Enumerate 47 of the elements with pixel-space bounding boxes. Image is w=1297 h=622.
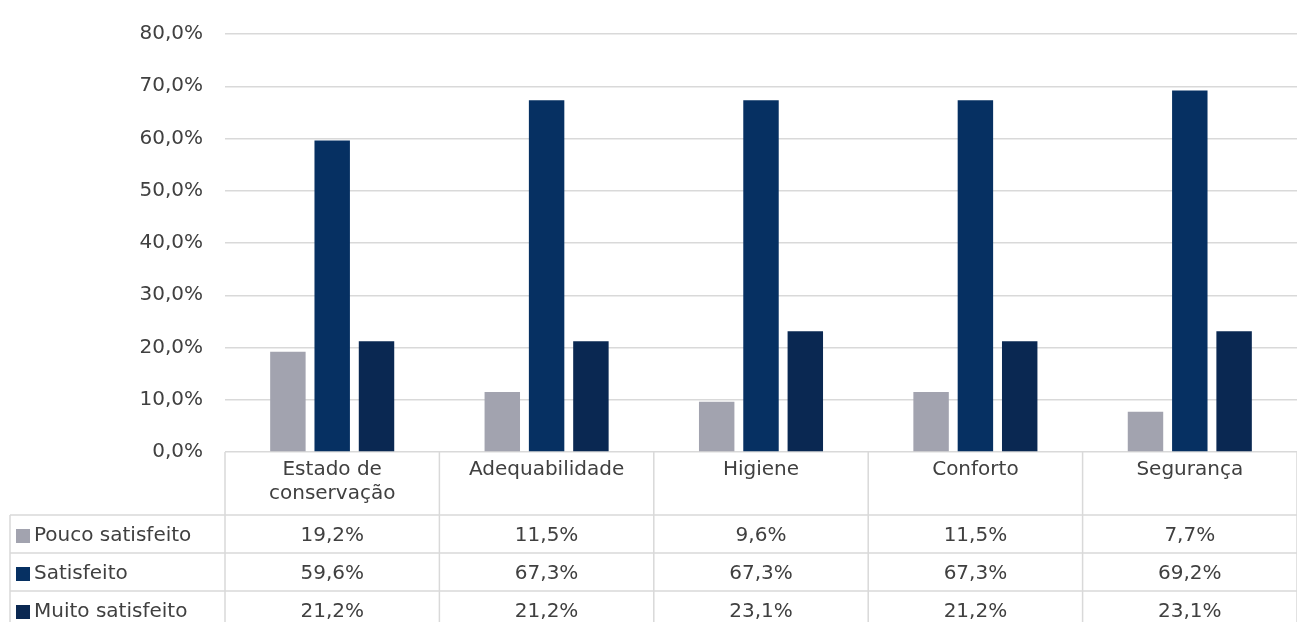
data-label: 23,1% [729, 598, 793, 622]
bar [1127, 411, 1164, 452]
data-label: 19,2% [300, 522, 364, 547]
bar [957, 100, 994, 452]
data-label: 23,1% [1158, 598, 1222, 622]
y-tick-label: 20,0% [139, 333, 203, 358]
data-label: 11,5% [514, 522, 579, 547]
data-label: 21,2% [943, 598, 1008, 622]
bar [743, 100, 779, 452]
bar [698, 401, 735, 452]
y-tick-label: 0,0% [152, 438, 203, 463]
data-label: 9,6% [735, 522, 787, 547]
data-label: 21,2% [514, 598, 579, 622]
x-tick-label: Conforto [932, 456, 1019, 481]
bar [484, 391, 521, 452]
x-tick-label: Segurança [1136, 456, 1244, 481]
data-label: 59,6% [300, 560, 364, 585]
legend-label: Pouco satisfeito [34, 522, 192, 547]
bar [1216, 331, 1252, 452]
bar [270, 351, 306, 452]
legend-label: Muito satisfeito [34, 598, 188, 622]
bar [787, 331, 824, 452]
y-tick-label: 70,0% [139, 72, 203, 97]
data-label: 67,3% [514, 560, 579, 585]
legend-label: Satisfeito [34, 560, 128, 585]
y-tick-label: 50,0% [139, 176, 203, 201]
data-label: 67,3% [729, 560, 793, 585]
x-tick-label: Adequabilidade [468, 456, 625, 481]
data-label: 69,2% [1158, 560, 1222, 585]
data-label: 7,7% [1164, 522, 1216, 547]
data-label: 11,5% [943, 522, 1008, 547]
x-tick-label: Higiene [722, 456, 800, 481]
y-tick-label: 60,0% [139, 124, 203, 149]
y-tick-label: 80,0% [139, 20, 203, 45]
y-tick-label: 40,0% [139, 229, 203, 254]
bar [913, 391, 949, 452]
bar [573, 341, 609, 452]
y-tick-label: 30,0% [139, 281, 203, 306]
bar [1001, 341, 1038, 452]
y-tick-label: 10,0% [139, 385, 203, 410]
bar [314, 140, 350, 452]
bar [528, 100, 565, 452]
data-label: 67,3% [943, 560, 1008, 585]
data-label: 21,2% [300, 598, 364, 622]
bar [1172, 90, 1208, 452]
x-tick-label: Estado de conservação [268, 456, 396, 505]
bar [358, 341, 395, 452]
